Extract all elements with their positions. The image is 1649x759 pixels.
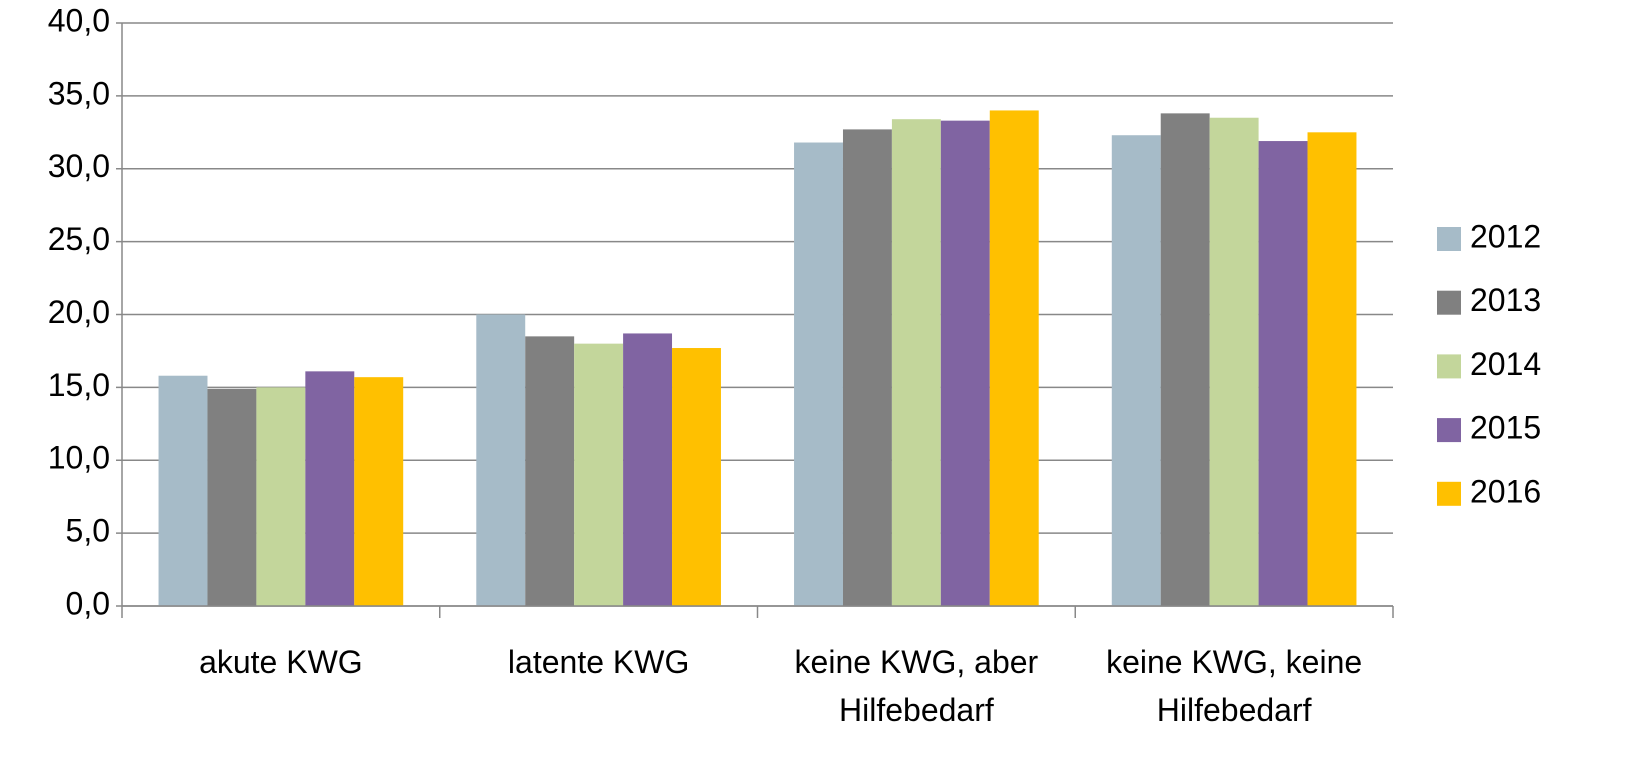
y-tick-label: 20,0 bbox=[48, 294, 110, 330]
y-tick-label: 5,0 bbox=[66, 513, 110, 549]
x-tick-label: keine KWG, keine Hilfebedarf bbox=[1106, 644, 1363, 728]
bar bbox=[989, 110, 1039, 606]
bar bbox=[842, 129, 892, 606]
y-tick-label: 25,0 bbox=[48, 221, 110, 257]
legend-label: 2013 bbox=[1470, 282, 1541, 318]
bar bbox=[672, 348, 721, 606]
bar bbox=[207, 388, 257, 606]
y-tick-label: 15,0 bbox=[48, 367, 110, 403]
bar bbox=[1307, 132, 1357, 606]
y-tick-label: 30,0 bbox=[48, 148, 110, 184]
bar bbox=[1258, 141, 1308, 606]
legend-swatch bbox=[1437, 418, 1461, 443]
legend-label: 2014 bbox=[1470, 346, 1541, 382]
bar bbox=[623, 333, 673, 606]
bar bbox=[525, 336, 575, 606]
legend-swatch bbox=[1437, 354, 1461, 379]
bar bbox=[476, 314, 526, 606]
legend-label: 2016 bbox=[1470, 473, 1541, 509]
x-tick-label: akute KWG bbox=[199, 644, 363, 680]
legend-swatch bbox=[1437, 227, 1461, 251]
x-tick-label: keine KWG, aber Hilfebedarf bbox=[794, 644, 1039, 728]
y-tick-label: 35,0 bbox=[48, 75, 110, 111]
legend-label: 2015 bbox=[1470, 410, 1541, 446]
x-tick-label: latente KWG bbox=[507, 644, 690, 680]
legend-swatch bbox=[1437, 481, 1461, 506]
bar bbox=[1209, 117, 1259, 607]
bar bbox=[354, 377, 404, 606]
y-tick-label: 0,0 bbox=[66, 585, 110, 621]
bar bbox=[891, 119, 941, 606]
bar bbox=[940, 120, 990, 606]
bar bbox=[574, 343, 624, 606]
bar bbox=[256, 387, 306, 606]
y-tick-label: 10,0 bbox=[48, 440, 110, 476]
bar bbox=[1111, 135, 1161, 607]
bar bbox=[158, 375, 208, 606]
bar bbox=[794, 142, 843, 606]
y-tick-label: 40,0 bbox=[48, 2, 110, 38]
legend-label: 2012 bbox=[1470, 218, 1541, 254]
bar bbox=[305, 371, 355, 606]
legend-swatch bbox=[1437, 290, 1461, 315]
bar bbox=[1160, 113, 1210, 607]
